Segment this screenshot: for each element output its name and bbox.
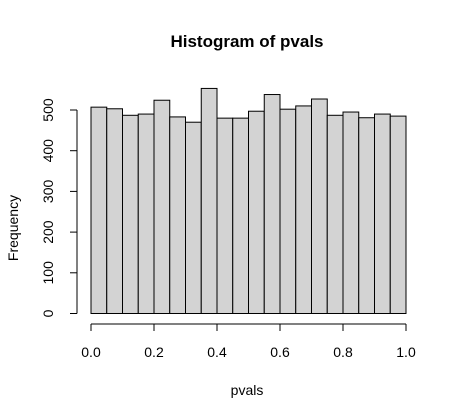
histogram-bar bbox=[342, 111, 360, 314]
histogram-bar bbox=[374, 113, 391, 314]
histogram-bar bbox=[169, 116, 186, 314]
y-tick-label: 500 bbox=[40, 98, 56, 122]
histogram-bar bbox=[216, 117, 234, 314]
bars-group bbox=[90, 87, 407, 315]
y-tick-label: 300 bbox=[40, 180, 56, 204]
histogram-bar bbox=[389, 115, 407, 315]
histogram-bar bbox=[200, 87, 218, 314]
x-tick-label: 0.0 bbox=[81, 344, 101, 360]
x-tick-label: 0.2 bbox=[144, 344, 164, 360]
y-axis-label: Frequency bbox=[5, 195, 21, 261]
histogram-bar bbox=[122, 114, 139, 314]
histogram-bar bbox=[263, 94, 281, 314]
x-axis: 0.0 0.2 0.4 0.6 0.8 1.0 bbox=[81, 323, 416, 360]
x-axis-label: pvals bbox=[231, 382, 264, 398]
histogram-bar bbox=[90, 106, 108, 314]
histogram-bar bbox=[358, 117, 375, 314]
histogram-bar bbox=[295, 105, 312, 315]
y-axis: 0 100 200 300 400 500 bbox=[40, 98, 78, 317]
y-tick-label: 0 bbox=[40, 309, 56, 317]
x-tick-label: 0.4 bbox=[207, 344, 227, 360]
y-tick-label: 400 bbox=[40, 139, 56, 163]
x-tick-label: 0.6 bbox=[270, 344, 290, 360]
histogram-bar bbox=[248, 110, 265, 315]
y-tick-label: 100 bbox=[40, 261, 56, 285]
histogram-bar bbox=[279, 108, 297, 314]
x-tick-label: 0.8 bbox=[333, 344, 353, 360]
histogram-bar bbox=[326, 114, 344, 314]
histogram-bar bbox=[153, 99, 171, 315]
y-tick-label: 200 bbox=[40, 220, 56, 244]
histogram-bar bbox=[137, 113, 155, 314]
histogram-bar bbox=[311, 98, 328, 314]
chart-title: Histogram of pvals bbox=[170, 32, 323, 51]
x-tick-label: 1.0 bbox=[396, 344, 416, 360]
histogram-bar bbox=[106, 108, 123, 314]
histogram-bar bbox=[232, 117, 249, 314]
histogram-bar bbox=[185, 121, 202, 314]
